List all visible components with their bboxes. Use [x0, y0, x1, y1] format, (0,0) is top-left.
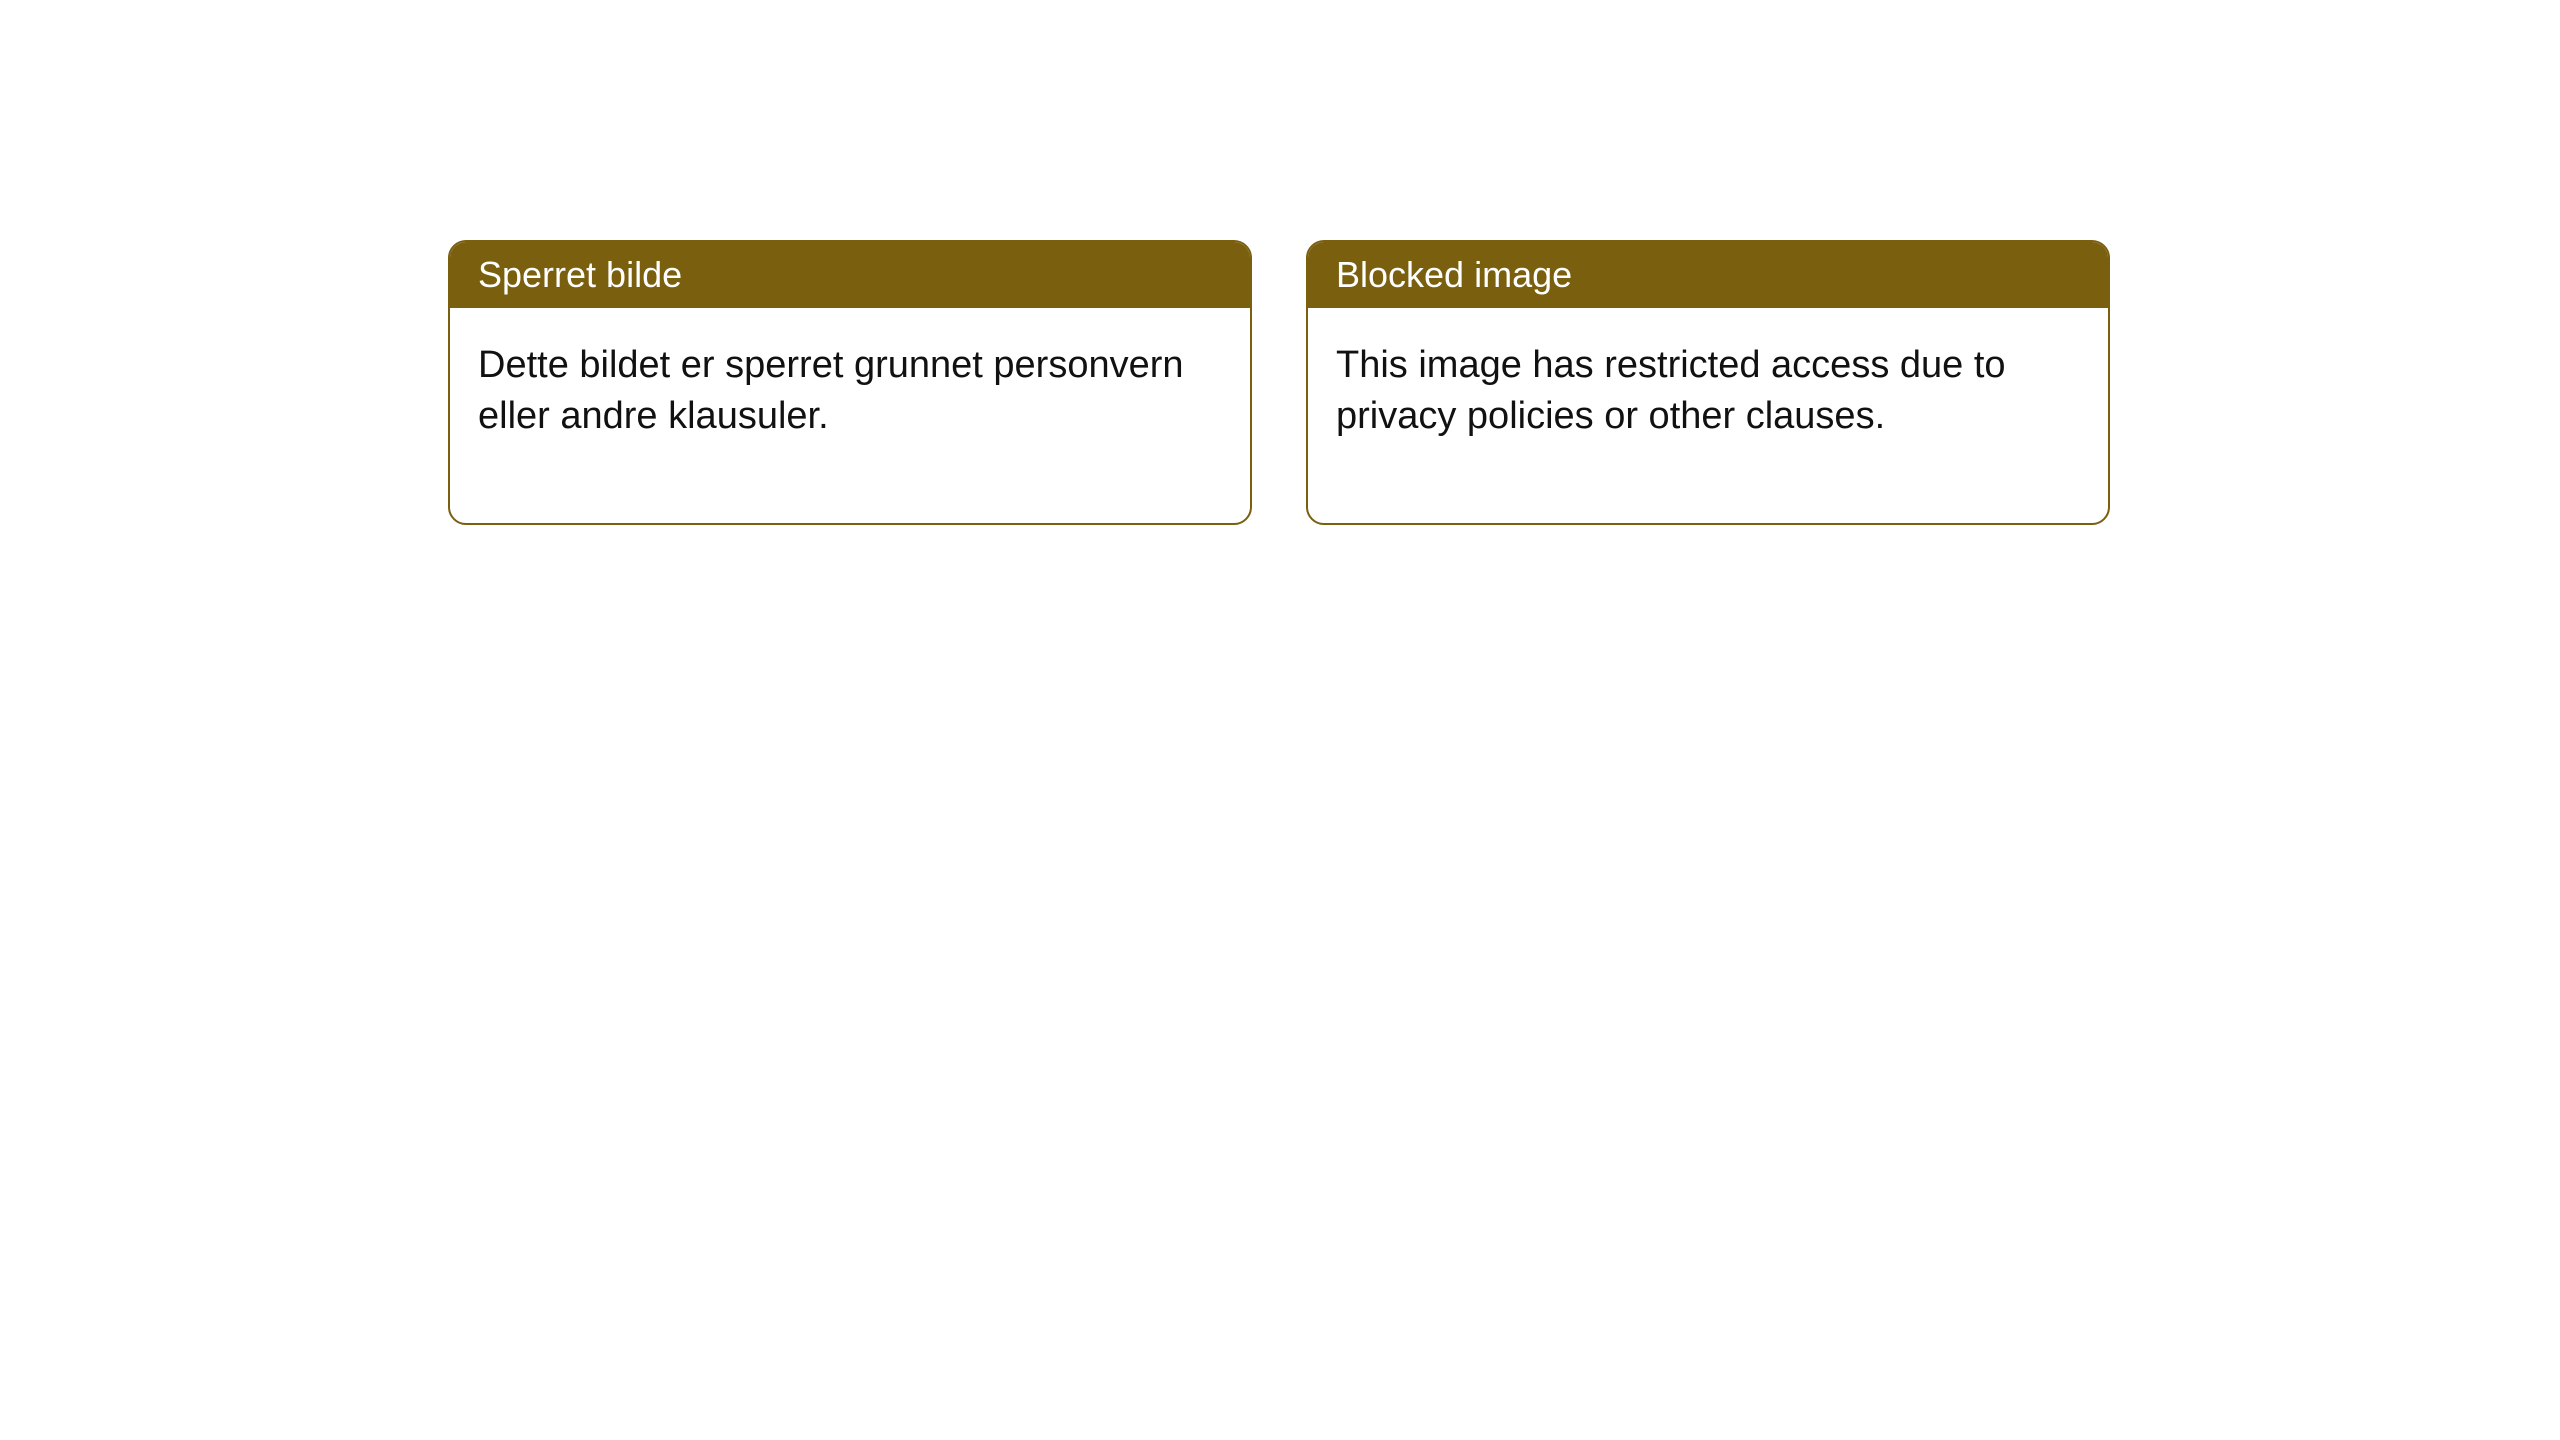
notice-container: Sperret bilde Dette bildet er sperret gr… — [448, 240, 2110, 525]
notice-card-norwegian: Sperret bilde Dette bildet er sperret gr… — [448, 240, 1252, 525]
notice-card-english: Blocked image This image has restricted … — [1306, 240, 2110, 525]
notice-body: Dette bildet er sperret grunnet personve… — [450, 308, 1250, 523]
notice-body: This image has restricted access due to … — [1308, 308, 2108, 523]
notice-header: Blocked image — [1308, 242, 2108, 308]
notice-header: Sperret bilde — [450, 242, 1250, 308]
